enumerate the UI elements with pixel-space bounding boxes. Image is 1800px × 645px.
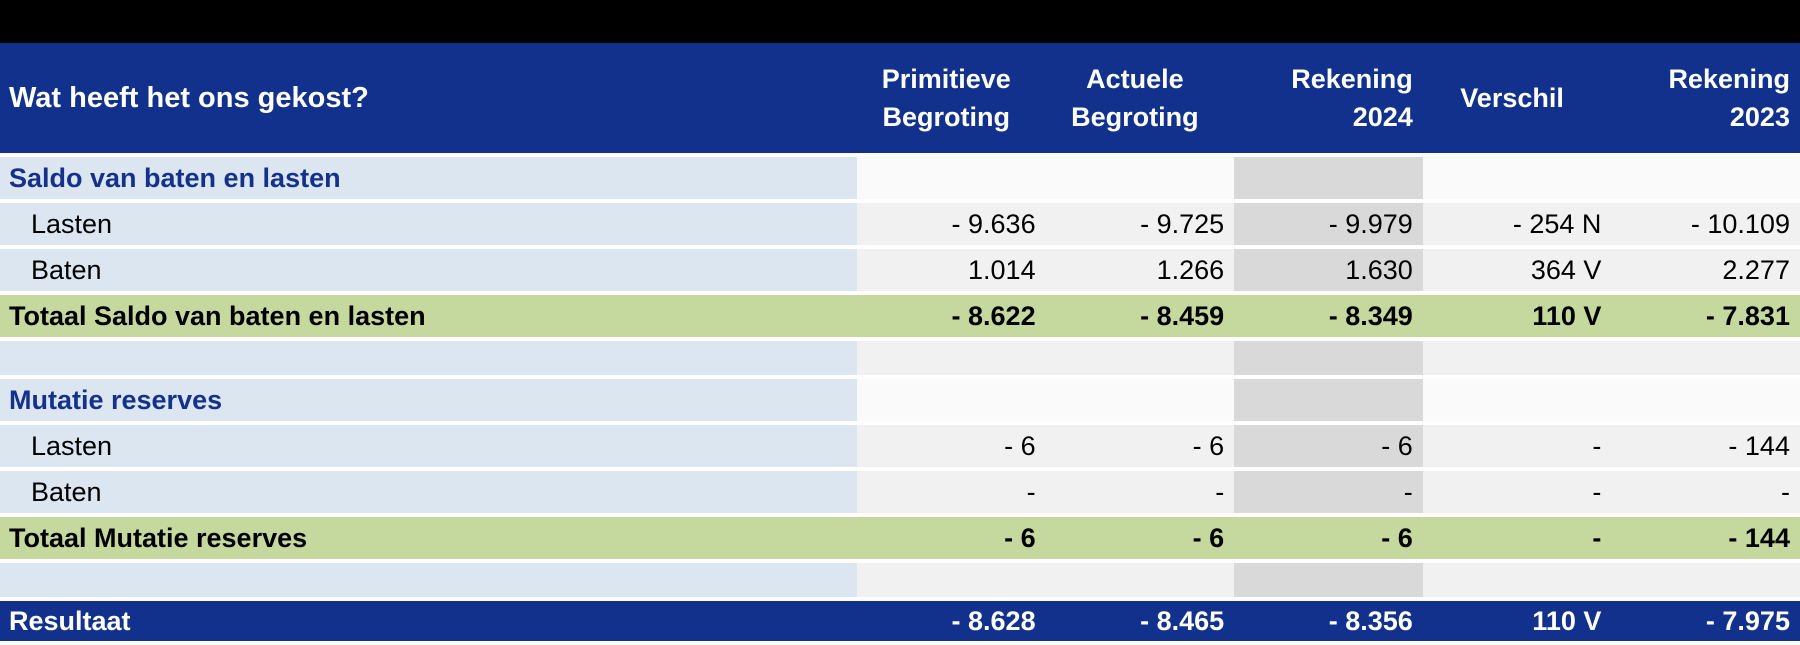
row-mutatie-lasten: Lasten - 6- 6- 6-- 144 <box>0 425 1800 467</box>
cell-saldo-totaal-actuele-begroting: - 8.459 <box>1045 295 1235 337</box>
cell-saldo-section-actuele-begroting <box>1045 157 1235 199</box>
cell-saldo-baten-rekening-2023: 2.277 <box>1611 249 1800 291</box>
cell-saldo-baten-primitieve-begroting: 1.014 <box>857 249 1046 291</box>
cell-saldo-lasten-verschil: - 254 N <box>1422 203 1612 245</box>
table-title: Wat heeft het ons gekost? <box>9 81 369 114</box>
top-black-bar <box>0 0 1800 43</box>
column-header-actuele-begroting: Actuele Begroting <box>1071 64 1199 132</box>
cell-mutatie-section-actuele-begroting <box>1045 379 1235 421</box>
row-label-spacer-1 <box>0 341 857 375</box>
cell-saldo-totaal-verschil: 110 V <box>1422 295 1612 337</box>
cell-spacer-1-verschil <box>1422 341 1612 375</box>
cell-saldo-lasten-rekening-2024: - 9.979 <box>1234 203 1423 245</box>
cell-spacer-1-rekening-2024 <box>1234 341 1423 375</box>
cell-mutatie-section-rekening-2023 <box>1611 379 1800 421</box>
row-saldo-lasten: Lasten - 9.636- 9.725- 9.979- 254 N- 10.… <box>0 203 1800 245</box>
row-label-mutatie-baten: Baten <box>0 471 857 513</box>
row-label-saldo-totaal: Totaal Saldo van baten en lasten <box>0 295 857 337</box>
cell-mutatie-section-verschil <box>1422 379 1612 421</box>
cell-saldo-section-rekening-2024 <box>1234 157 1423 199</box>
column-header-rekening-2024: Rekening 2024 <box>1291 64 1413 132</box>
row-resultaat: Resultaat - 8.628- 8.465- 8.356 110 V- 7.… <box>0 601 1800 641</box>
row-spacer-1 <box>0 341 1800 375</box>
cell-saldo-section-primitieve-begroting <box>857 157 1046 199</box>
row-saldo-baten: Baten 1.014 1.266 1.630 364 V 2.277 <box>0 249 1800 291</box>
row-mutatie-baten: Baten ----- <box>0 471 1800 513</box>
cell-saldo-lasten-rekening-2023: - 10.109 <box>1611 203 1800 245</box>
column-header-primitieve-begroting: Primitieve Begroting <box>881 64 1011 132</box>
row-label-mutatie-lasten: Lasten <box>0 425 857 467</box>
cell-saldo-totaal-primitieve-begroting: - 8.622 <box>857 295 1046 337</box>
cell-resultaat-rekening-2023: - 7.975 <box>1611 601 1800 641</box>
cell-resultaat-actuele-begroting: - 8.465 <box>1045 601 1235 641</box>
row-mutatie-section: Mutatie reserves <box>0 379 1800 421</box>
cell-saldo-section-verschil <box>1422 157 1612 199</box>
cell-resultaat-primitieve-begroting: - 8.628 <box>857 601 1046 641</box>
row-label-spacer-2 <box>0 563 857 597</box>
cell-spacer-2-rekening-2024 <box>1234 563 1423 597</box>
cell-mutatie-baten-primitieve-begroting: - <box>857 471 1046 513</box>
cell-mutatie-lasten-rekening-2024: - 6 <box>1234 425 1423 467</box>
cell-mutatie-totaal-rekening-2023: - 144 <box>1611 517 1800 559</box>
cell-mutatie-totaal-primitieve-begroting: - 6 <box>857 517 1046 559</box>
cell-mutatie-totaal-rekening-2024: - 6 <box>1234 517 1423 559</box>
row-label-mutatie-section: Mutatie reserves <box>0 379 857 421</box>
cell-mutatie-section-primitieve-begroting <box>857 379 1046 421</box>
cell-saldo-totaal-rekening-2023: - 7.831 <box>1611 295 1800 337</box>
row-saldo-section: Saldo van baten en lasten <box>0 157 1800 199</box>
cell-mutatie-lasten-rekening-2023: - 144 <box>1611 425 1800 467</box>
cell-mutatie-totaal-verschil: - <box>1422 517 1612 559</box>
cell-resultaat-rekening-2024: - 8.356 <box>1234 601 1423 641</box>
cell-spacer-1-primitieve-begroting <box>857 341 1046 375</box>
cell-mutatie-lasten-actuele-begroting: - 6 <box>1045 425 1235 467</box>
cell-spacer-1-actuele-begroting <box>1045 341 1235 375</box>
cell-mutatie-lasten-primitieve-begroting: - 6 <box>857 425 1046 467</box>
cell-spacer-1-rekening-2023 <box>1611 341 1800 375</box>
cell-saldo-section-rekening-2023 <box>1611 157 1800 199</box>
table-header-row: Wat heeft het ons gekost? Primitieve Begr… <box>0 43 1800 153</box>
cell-saldo-baten-verschil: 364 V <box>1422 249 1612 291</box>
cell-resultaat-verschil: 110 V <box>1422 601 1612 641</box>
cell-spacer-2-rekening-2023 <box>1611 563 1800 597</box>
cell-spacer-2-actuele-begroting <box>1045 563 1235 597</box>
cell-mutatie-baten-rekening-2023: - <box>1611 471 1800 513</box>
row-label-saldo-lasten: Lasten <box>0 203 857 245</box>
cell-saldo-baten-actuele-begroting: 1.266 <box>1045 249 1235 291</box>
cell-saldo-baten-rekening-2024: 1.630 <box>1234 249 1423 291</box>
column-header-rekening-2023: Rekening 2023 <box>1668 64 1790 132</box>
cell-saldo-lasten-primitieve-begroting: - 9.636 <box>857 203 1046 245</box>
row-saldo-totaal: Totaal Saldo van baten en lasten - 8.622… <box>0 295 1800 337</box>
cell-mutatie-section-rekening-2024 <box>1234 379 1423 421</box>
row-label-resultaat: Resultaat <box>0 601 857 641</box>
cell-saldo-lasten-actuele-begroting: - 9.725 <box>1045 203 1235 245</box>
row-label-saldo-section: Saldo van baten en lasten <box>0 157 857 199</box>
cell-mutatie-baten-rekening-2024: - <box>1234 471 1423 513</box>
row-mutatie-totaal: Totaal Mutatie reserves - 6- 6- 6-- 144 <box>0 517 1800 559</box>
row-label-mutatie-totaal: Totaal Mutatie reserves <box>0 517 857 559</box>
row-label-saldo-baten: Baten <box>0 249 857 291</box>
row-spacer-2 <box>0 563 1800 597</box>
cell-mutatie-baten-verschil: - <box>1422 471 1612 513</box>
cell-saldo-totaal-rekening-2024: - 8.349 <box>1234 295 1423 337</box>
cell-spacer-2-verschil <box>1422 563 1612 597</box>
cell-mutatie-baten-actuele-begroting: - <box>1045 471 1235 513</box>
cell-mutatie-totaal-actuele-begroting: - 6 <box>1045 517 1235 559</box>
cost-table: Wat heeft het ons gekost? Primitieve Begr… <box>0 43 1800 641</box>
cell-spacer-2-primitieve-begroting <box>857 563 1046 597</box>
cell-mutatie-lasten-verschil: - <box>1422 425 1612 467</box>
column-header-verschil: Verschil <box>1460 83 1564 113</box>
